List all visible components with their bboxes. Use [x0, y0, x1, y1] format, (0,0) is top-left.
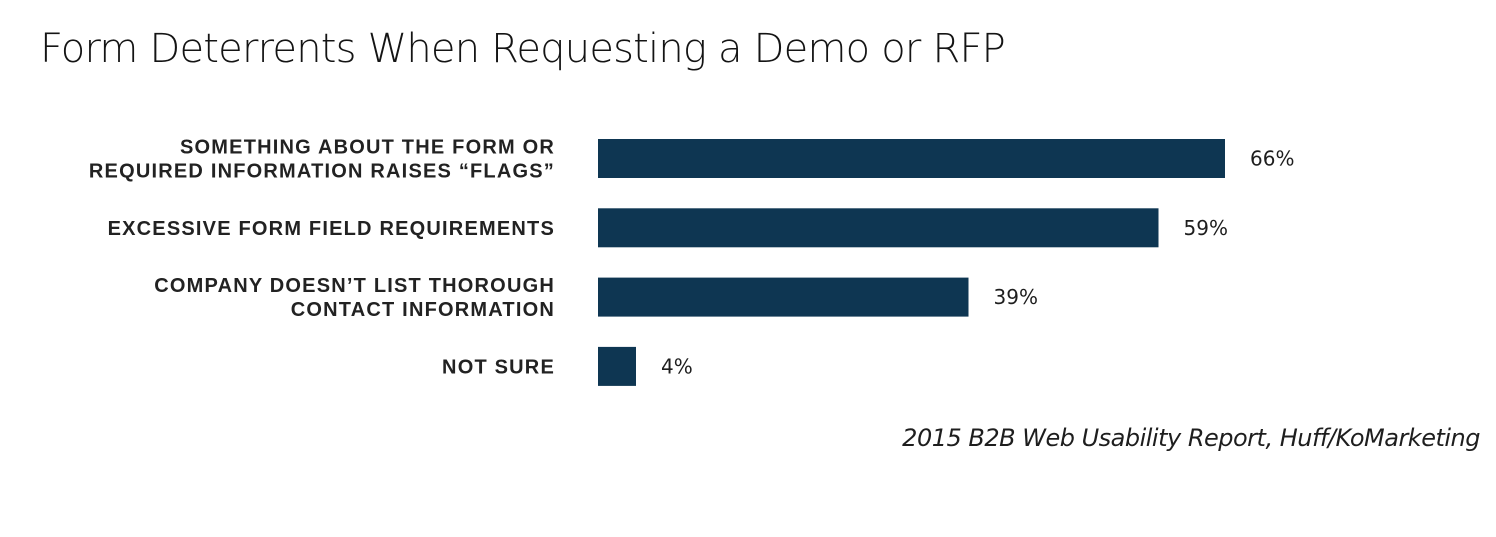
bar-2 — [598, 208, 1159, 248]
bar-4 — [598, 346, 636, 386]
bar-1 — [598, 139, 1225, 178]
value-label-4: 4% — [661, 354, 693, 378]
value-label-3: 39% — [994, 285, 1038, 309]
category-label-2: EXCESSIVE FORM FIELD REQUIREMENTS — [108, 218, 555, 240]
source-citation: 2015 B2B Web Usability Report, Huff/KoMa… — [902, 424, 1480, 452]
value-label-2: 59% — [1184, 216, 1228, 240]
value-label-1: 66% — [1250, 147, 1294, 171]
category-label-1: SOMETHING ABOUT THE FORM OR REQUIRED INFO… — [89, 137, 555, 183]
bar-3 — [598, 277, 969, 317]
category-label-3: COMPANY DOESN’T LIST THOROUGH CONTACT INF… — [154, 275, 555, 321]
category-label-4: NOT SURE — [442, 356, 555, 378]
chart-title: Form Deterrents When Requesting a Demo o… — [40, 26, 1006, 72]
